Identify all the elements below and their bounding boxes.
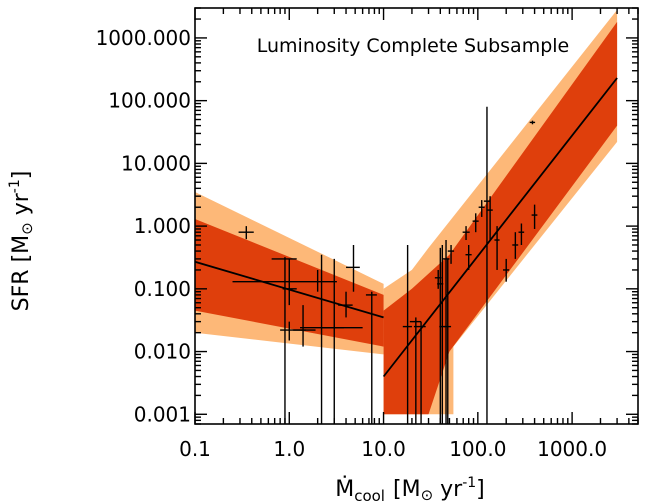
- x-tick-label: 1000.0: [537, 437, 607, 461]
- data-point-21: [462, 226, 470, 241]
- data-point-17: [439, 244, 446, 424]
- y-tick-label: 0.100: [134, 277, 191, 301]
- data-point-27: [494, 226, 500, 270]
- x-axis-title: Ṁcool [M⊙ yr-1]: [335, 475, 485, 502]
- fit-bands: [195, 9, 618, 415]
- data-point-10: [346, 244, 360, 292]
- x-axis-unit: [M: [393, 477, 421, 502]
- y-tick-label: 1000.000: [96, 26, 191, 50]
- x-axis-sup: -1: [462, 475, 476, 491]
- data-point-30: [518, 223, 525, 245]
- y-tick-labels: 0.001 0.010 0.100 1.000 10.000 100.000 1000.00…: [96, 26, 191, 426]
- x-axis-subscript: cool: [354, 487, 385, 502]
- y-tick-label: 1.000: [134, 214, 191, 238]
- data-point-19: [444, 258, 452, 424]
- data-point-20: [447, 244, 455, 264]
- inner-band-2: [383, 21, 618, 415]
- x-axis-symbol: Ṁ: [335, 476, 354, 502]
- data-point-9: [338, 291, 353, 318]
- y-axis-sup: -1: [7, 179, 23, 193]
- data-point-11: [365, 291, 377, 424]
- data-point-29: [512, 232, 519, 259]
- data-point-6: [293, 305, 316, 347]
- data-point-13: [409, 317, 422, 424]
- y-axis-close: ]: [9, 171, 34, 180]
- x-axis-sun: ⊙: [421, 486, 434, 502]
- x-tick-labels: 0.1 1.0 10.0 100.0 1000.0: [179, 437, 607, 461]
- data-point-31: [529, 120, 536, 125]
- y-tick-label: 100.000: [108, 89, 191, 113]
- fit-line-2: [382, 77, 618, 378]
- data-point-32: [531, 204, 538, 229]
- y-tick-label: 0.001: [134, 402, 191, 426]
- chart-title: Luminosity Complete Subsample: [257, 35, 570, 57]
- data-point-28: [503, 258, 510, 282]
- x-tick-label: 10.0: [361, 437, 406, 461]
- data-point-24: [478, 200, 485, 217]
- data-point-14: [413, 321, 426, 424]
- plot-frame: [194, 7, 639, 425]
- data-point-25: [483, 106, 490, 424]
- x-axis-close: ]: [476, 477, 485, 502]
- y-tick-label: 10.000: [121, 151, 191, 175]
- data-point-8: [321, 258, 344, 424]
- data-point-1: [238, 226, 254, 240]
- x-tick-label: 0.1: [179, 437, 211, 461]
- x-tick-label: 100.0: [449, 437, 506, 461]
- x-axis-tail: yr: [433, 477, 463, 502]
- data-point-12: [402, 244, 412, 424]
- data-points: [232, 106, 538, 424]
- data-point-23: [472, 213, 479, 233]
- data-point-2: [271, 257, 297, 424]
- data-point-26: [487, 196, 493, 241]
- data-point-4: [232, 269, 337, 292]
- data-point-22: [465, 244, 472, 270]
- y-axis-title: SFR [M⊙ yr-1]: [7, 171, 36, 312]
- axis-ticks: [194, 7, 639, 425]
- y-axis-tail: yr: [9, 192, 34, 222]
- y-tick-label: 0.010: [134, 340, 191, 364]
- x-tick-label: 1.0: [273, 437, 305, 461]
- y-axis-sun: ⊙: [18, 222, 36, 235]
- y-axis-main: SFR [M: [9, 235, 34, 311]
